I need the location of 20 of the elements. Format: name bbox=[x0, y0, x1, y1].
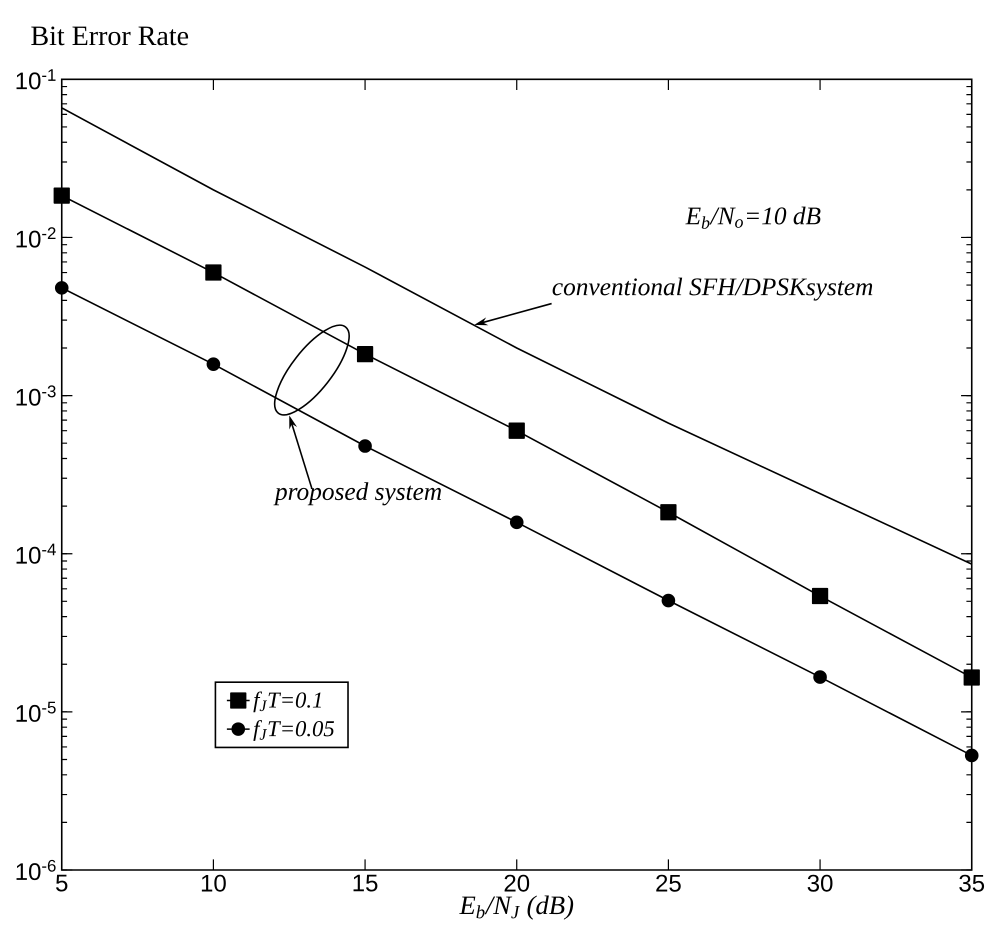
annotation: conventional SFH/DPSKsystem bbox=[552, 278, 872, 301]
y-tick-label: 10$^{-1}$ bbox=[16, 69, 56, 90]
legend-label: f$_{J}$T=0.1 bbox=[253, 692, 321, 712]
y-tick-label: 10$^{-5}$ bbox=[16, 702, 56, 722]
y-tick-label: 10$^{-4}$ bbox=[16, 544, 56, 564]
y-tick-label: 10$^{-3}$ bbox=[16, 385, 56, 406]
x-axis-title: E$_{b}$/N$_{J}$ (dB) bbox=[459, 896, 574, 920]
legend-label: f$_{J}$T=0.05 bbox=[253, 720, 334, 741]
annotation: proposed system bbox=[273, 482, 442, 506]
x-tick-label: 35 bbox=[959, 874, 984, 892]
x-tick-label: 15 bbox=[354, 874, 378, 892]
x-tick-label: 20 bbox=[504, 874, 530, 892]
annotation: E$_{b}$/N$_{o}$=10 dB bbox=[685, 206, 820, 229]
x-tick-label: 5 bbox=[56, 874, 68, 892]
x-tick-label: 25 bbox=[656, 874, 681, 892]
y-tick-label: 10$^{-6}$ bbox=[16, 860, 56, 880]
y-tick-label: 10$^{-2}$ bbox=[16, 227, 56, 248]
x-tick-label: 30 bbox=[808, 874, 832, 892]
y-axis-title: Bit Error Rate bbox=[31, 26, 188, 46]
x-tick-label: 10 bbox=[202, 874, 226, 892]
